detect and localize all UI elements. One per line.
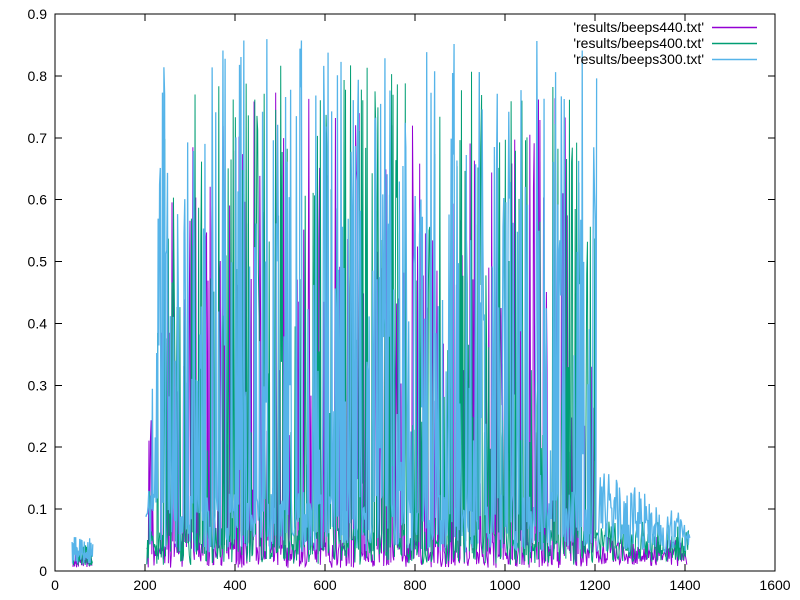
legend: 'results/beeps440.txt' 'results/beeps400… <box>573 19 757 67</box>
x-tick-label: 1600 <box>759 577 790 593</box>
series-line-1 <box>146 65 596 565</box>
y-tick-label: 0.3 <box>28 377 48 393</box>
y-tick-label: 0.7 <box>28 130 48 146</box>
x-tick-label: 1000 <box>489 577 520 593</box>
legend-label: 'results/beeps440.txt' <box>573 19 704 35</box>
y-tick-label: 0.2 <box>28 439 48 455</box>
legend-item: 'results/beeps400.txt' <box>573 35 757 51</box>
legend-label: 'results/beeps400.txt' <box>573 35 704 51</box>
plot-border <box>54 13 776 572</box>
y-tick-label: 0.1 <box>28 501 48 517</box>
x-tick-label: 800 <box>403 577 427 593</box>
axes: 0 200 400 600 800 1000 1200 1400 1600 0 0.1 0.2 0.3 0… <box>28 6 791 593</box>
series-line-2 <box>145 39 598 553</box>
series-line-2 <box>71 537 94 564</box>
x-tick-label: 0 <box>51 577 59 593</box>
series-plots <box>71 39 691 569</box>
legend-item: 'results/beeps300.txt' <box>573 51 757 67</box>
legend-label: 'results/beeps300.txt' <box>573 51 704 67</box>
y-tick-label: 0.4 <box>28 315 48 331</box>
y-tick-label: 0.5 <box>28 254 48 270</box>
y-tick-label: 0.9 <box>28 6 48 22</box>
x-tick-label: 600 <box>313 577 337 593</box>
x-tick-label: 400 <box>223 577 247 593</box>
x-tick-label: 200 <box>133 577 157 593</box>
y-tick-label: 0 <box>39 563 47 579</box>
x-tick-label: 1200 <box>579 577 610 593</box>
legend-item: 'results/beeps440.txt' <box>573 19 757 35</box>
y-tick-label: 0.8 <box>28 68 48 84</box>
y-tick-label: 0.6 <box>28 192 48 208</box>
x-tick-label: 1400 <box>669 577 700 593</box>
series-line-2 <box>596 473 691 554</box>
